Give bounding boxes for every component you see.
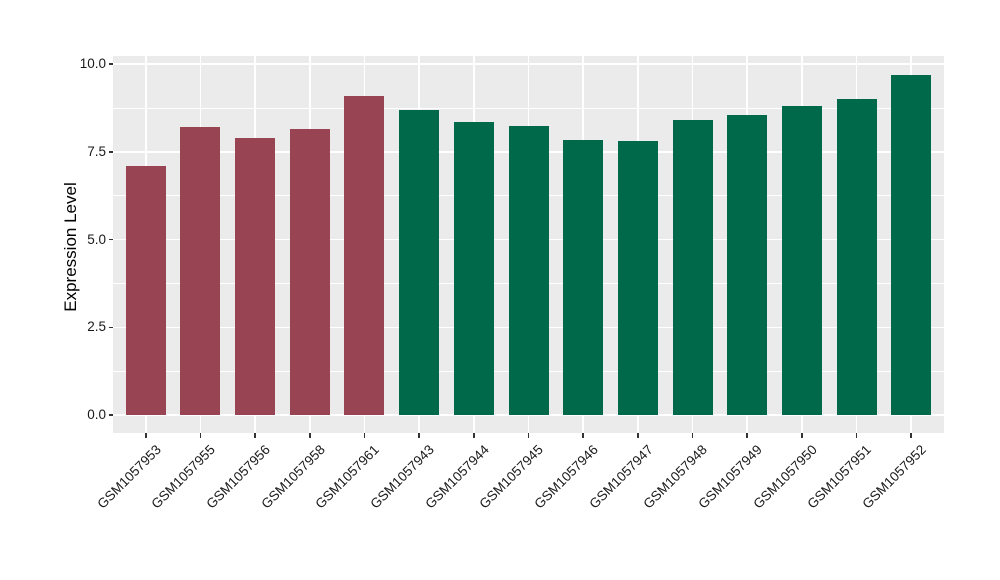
bar: [781, 106, 822, 416]
x-axis-tick: [746, 433, 748, 438]
bar: [836, 99, 877, 416]
y-axis-tick: [108, 326, 113, 329]
y-axis-tick: [108, 414, 113, 416]
x-axis-tick: [527, 433, 530, 438]
x-axis-tick: [418, 433, 420, 438]
bar: [617, 141, 658, 416]
bar: [672, 120, 713, 416]
x-axis-tick: [363, 433, 366, 438]
bar: [289, 129, 330, 416]
bar: [891, 74, 932, 416]
x-axis-tick: [582, 433, 584, 438]
bar: [508, 125, 549, 416]
x-axis-tick: [473, 433, 475, 438]
bar: [453, 121, 494, 416]
x-axis-tick: [691, 433, 694, 438]
bar: [235, 137, 276, 416]
x-axis-tick: [309, 433, 311, 438]
x-axis-tick: [801, 433, 803, 438]
y-tick-label: 5.0: [87, 231, 106, 247]
x-axis-tick: [855, 433, 858, 438]
x-axis-tick: [910, 433, 912, 438]
y-axis-tick: [108, 151, 113, 153]
y-axis-title: Expression Level: [61, 182, 80, 312]
bar: [344, 95, 385, 416]
bar: [563, 139, 604, 416]
y-tick-label: 10.0: [79, 56, 106, 72]
bar: [727, 114, 768, 416]
y-tick-label: 7.5: [87, 143, 106, 159]
x-axis-tick: [145, 433, 147, 438]
bar: [180, 127, 221, 416]
bar: [399, 109, 440, 416]
x-axis-tick: [637, 433, 639, 438]
x-axis-tick: [199, 433, 202, 438]
y-tick-label: 2.5: [87, 319, 106, 335]
y-axis-tick: [108, 63, 113, 65]
bar: [125, 165, 166, 416]
y-axis-tick: [108, 238, 113, 241]
x-axis-tick: [254, 433, 256, 438]
y-tick-label: 0.0: [87, 407, 106, 423]
